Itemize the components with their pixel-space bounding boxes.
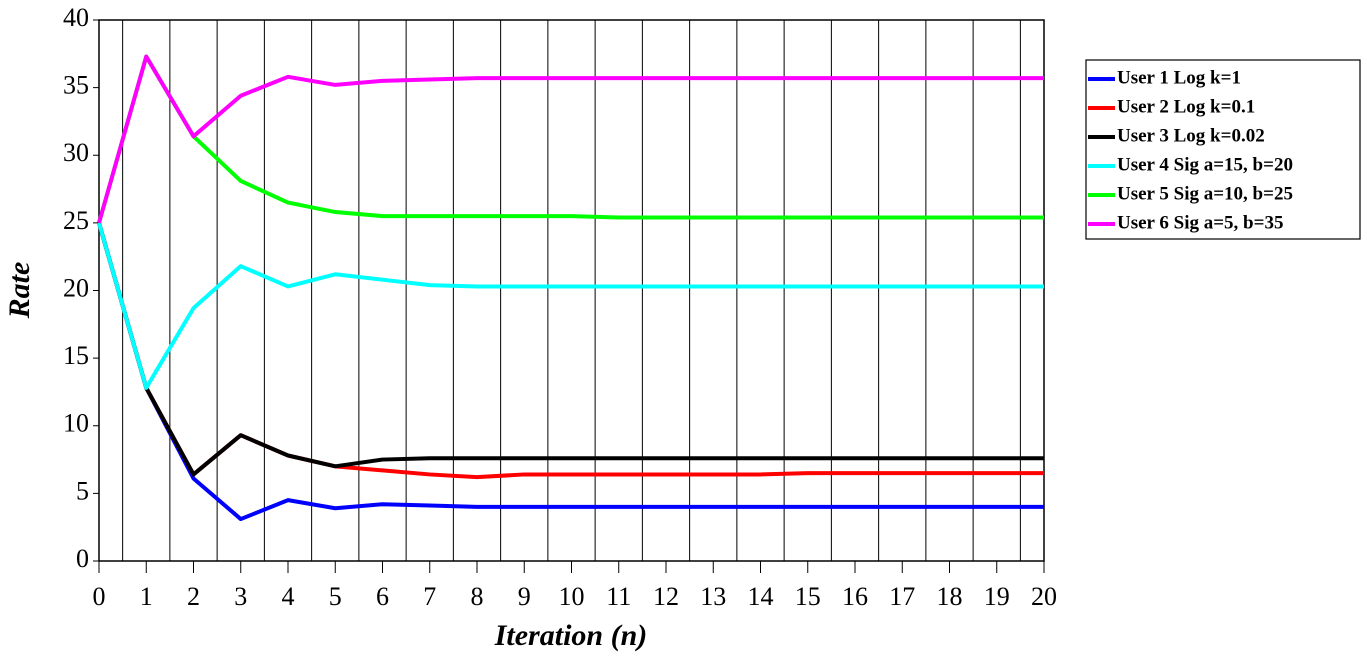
plot-frame bbox=[98, 19, 1045, 562]
x-tick-label: 19 bbox=[984, 582, 1010, 611]
x-tick-label: 17 bbox=[889, 582, 915, 611]
x-tick-label: 8 bbox=[471, 582, 484, 611]
y-tick-label: 5 bbox=[76, 476, 89, 505]
legend-label: User 3 Log k=0.02 bbox=[1117, 125, 1265, 146]
x-tick-label: 9 bbox=[518, 582, 531, 611]
x-tick-label: 14 bbox=[748, 582, 774, 611]
y-tick-label: 40 bbox=[63, 3, 89, 32]
x-tick-label: 7 bbox=[423, 582, 436, 611]
legend-label: User 1 Log k=1 bbox=[1117, 67, 1241, 88]
y-tick-label: 10 bbox=[63, 409, 89, 438]
x-tick-label: 18 bbox=[937, 582, 963, 611]
legend-label: User 4 Sig a=15, b=20 bbox=[1117, 154, 1293, 175]
y-tick-label: 20 bbox=[63, 273, 89, 302]
series-line bbox=[97, 222, 1044, 522]
x-tick-label: 4 bbox=[282, 582, 295, 611]
x-tick-label: 13 bbox=[700, 582, 726, 611]
x-tick-label: 0 bbox=[93, 582, 106, 611]
series-line bbox=[97, 222, 1044, 390]
series-line bbox=[97, 54, 1044, 224]
y-tick-label: 30 bbox=[63, 138, 89, 167]
legend-label: User 2 Log k=0.1 bbox=[1117, 96, 1255, 117]
series-line bbox=[97, 222, 1044, 480]
x-tick-label: 12 bbox=[653, 582, 679, 611]
y-tick-label: 0 bbox=[76, 544, 89, 573]
legend-box bbox=[1085, 59, 1361, 240]
x-tick-label: 20 bbox=[1031, 582, 1057, 611]
y-tick-label: 35 bbox=[63, 71, 89, 100]
x-tick-label: 2 bbox=[187, 582, 200, 611]
x-axis-title: Iteration (n) bbox=[494, 619, 648, 652]
x-tick-label: 15 bbox=[795, 582, 821, 611]
x-tick-label: 10 bbox=[559, 582, 585, 611]
series-line bbox=[97, 222, 1044, 477]
x-tick-label: 3 bbox=[234, 582, 247, 611]
x-tick-label: 1 bbox=[140, 582, 153, 611]
series-line bbox=[97, 54, 1044, 224]
y-tick-label: 15 bbox=[63, 341, 89, 370]
x-tick-label: 6 bbox=[376, 582, 389, 611]
legend-label: User 6 Sig a=5, b=35 bbox=[1117, 212, 1283, 233]
x-tick-label: 11 bbox=[606, 582, 631, 611]
x-tick-label: 5 bbox=[329, 582, 342, 611]
legend-label: User 5 Sig a=10, b=25 bbox=[1117, 183, 1293, 204]
y-tick-label: 25 bbox=[63, 206, 89, 235]
y-axis-title: Rate bbox=[3, 262, 36, 320]
x-tick-label: 16 bbox=[842, 582, 868, 611]
